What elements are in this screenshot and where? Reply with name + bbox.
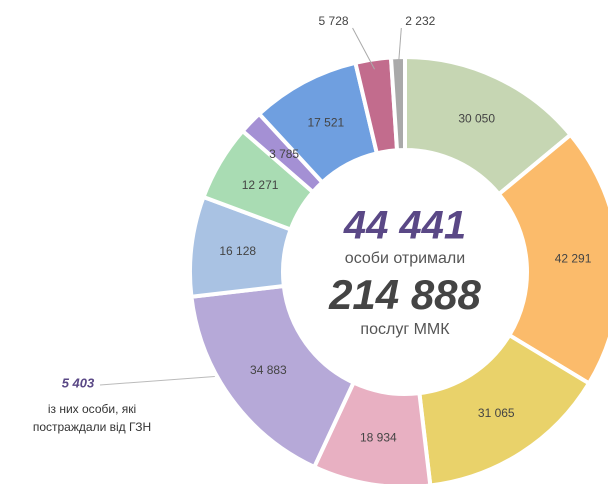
center-number: 214 888 [328, 271, 481, 318]
segment-label: 2 232 [405, 14, 435, 28]
center-caption: послуг ММК [360, 321, 450, 338]
segment-label: 5 728 [319, 14, 349, 28]
segment-label: 3 785 [269, 147, 299, 161]
donut-segment [417, 332, 592, 484]
center-caption: особи отримали [345, 250, 465, 267]
segment-label: 18 934 [360, 431, 397, 445]
leader-line [397, 27, 402, 68]
segment-label: 30 050 [458, 112, 495, 126]
segment-label: 42 291 [555, 252, 592, 266]
segment-label: 12 271 [242, 178, 279, 192]
annotation-text: із них особи, які [48, 402, 136, 416]
annotation-value: 5 403 [62, 375, 95, 390]
segment-label: 31 065 [478, 406, 515, 420]
annotation-leader [99, 374, 236, 386]
segment-label: 34 883 [250, 363, 287, 377]
leader-line [352, 27, 376, 70]
annotation-text: постраждали від ГЗН [33, 420, 151, 434]
donut-segment [496, 131, 608, 387]
donut-segment [388, 54, 407, 153]
center-number: 44 441 [343, 204, 466, 248]
segment-label: 17 521 [308, 115, 345, 129]
segment-label: 16 128 [219, 244, 256, 258]
